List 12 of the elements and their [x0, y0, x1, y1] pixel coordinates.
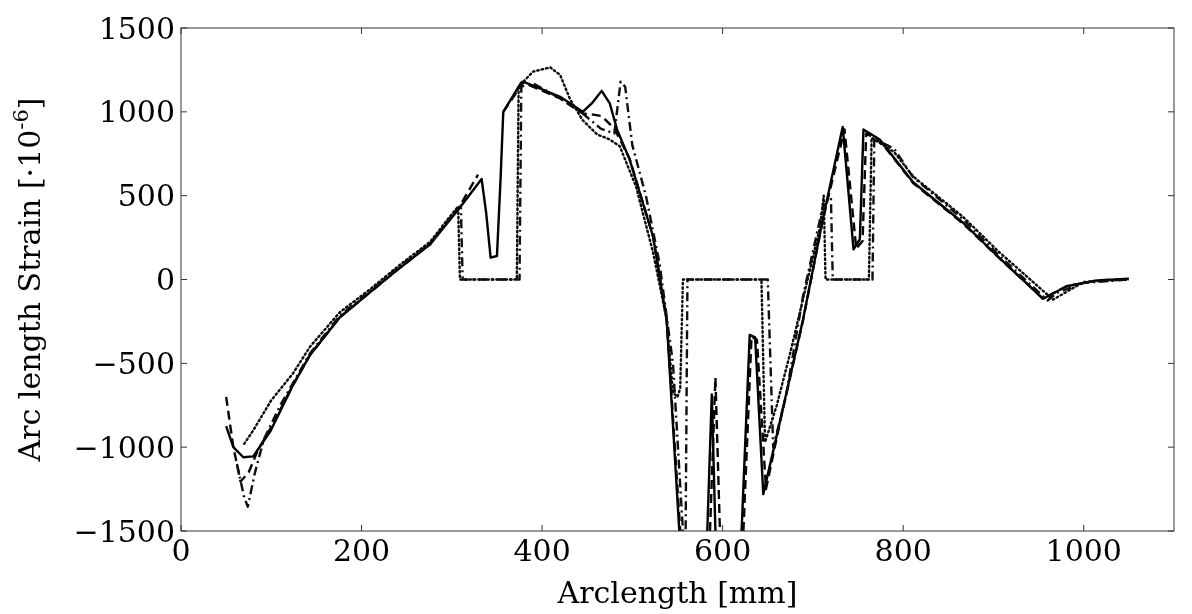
x-tick-label: 600	[694, 533, 752, 568]
x-tick-label: 200	[332, 533, 391, 568]
y-tick-label: 0	[155, 262, 175, 297]
x-tick-label: 800	[874, 533, 932, 568]
x-axis-title: Arclength [mm]	[556, 575, 798, 610]
x-tick-label: 1000	[1045, 533, 1122, 568]
y-tick-label: −1000	[73, 429, 175, 465]
y-tick-label: −500	[92, 345, 175, 381]
y-tick-label: 1000	[98, 94, 175, 130]
x-tick-label: 400	[513, 533, 571, 568]
y-tick-label: 1500	[98, 10, 175, 46]
y-tick-label: 500	[117, 178, 175, 214]
